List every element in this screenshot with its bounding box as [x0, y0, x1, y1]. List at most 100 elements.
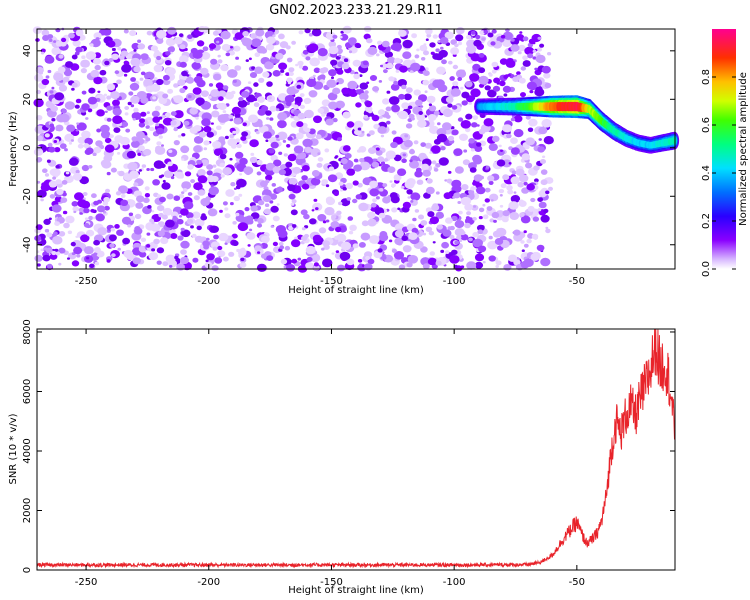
noise-blob	[372, 198, 377, 203]
noise-blob	[111, 47, 116, 52]
noise-blob	[73, 210, 77, 214]
noise-blob	[347, 80, 358, 90]
noise-blob	[454, 220, 465, 229]
noise-blob	[356, 43, 362, 49]
noise-blob	[106, 95, 112, 100]
noise-blob	[394, 57, 401, 64]
noise-blob	[359, 158, 365, 163]
noise-blob	[385, 106, 392, 112]
noise-blob	[283, 153, 288, 157]
noise-blob	[36, 135, 44, 142]
noise-blob	[44, 133, 50, 138]
noise-blob	[173, 95, 184, 104]
noise-blob	[518, 199, 524, 204]
noise-blob	[379, 188, 384, 192]
noise-blob	[127, 101, 132, 106]
noise-blob	[473, 174, 483, 182]
noise-blob	[52, 176, 56, 180]
noise-blob	[106, 171, 111, 176]
noise-blob	[331, 76, 334, 79]
noise-blob	[291, 239, 301, 248]
noise-blob	[312, 234, 322, 243]
noise-blob	[201, 90, 209, 97]
noise-blob	[367, 218, 377, 227]
noise-blob	[140, 237, 147, 242]
noise-blob	[135, 131, 145, 139]
noise-blob	[106, 117, 112, 122]
noise-blob	[402, 153, 407, 157]
noise-blob	[256, 263, 267, 272]
noise-blob	[435, 260, 442, 266]
noise-blob	[64, 101, 75, 110]
noise-blob	[325, 219, 330, 223]
noise-blob	[422, 70, 427, 74]
noise-blob	[338, 54, 342, 57]
noise-blob	[540, 159, 546, 164]
noise-blob	[96, 128, 101, 133]
noise-blob	[218, 96, 224, 101]
noise-blob	[484, 198, 490, 203]
noise-blob	[46, 159, 51, 163]
noise-blob	[93, 239, 100, 246]
noise-blob	[130, 95, 140, 104]
noise-blob	[522, 60, 531, 67]
noise-blob	[346, 168, 356, 176]
noise-blob	[432, 34, 438, 39]
noise-blob	[359, 161, 371, 171]
noise-blob	[205, 259, 209, 263]
noise-blob	[460, 86, 464, 90]
noise-blob	[547, 52, 552, 56]
noise-blob	[68, 32, 75, 39]
noise-blob	[457, 201, 462, 204]
noise-blob	[128, 212, 134, 217]
noise-blob	[427, 211, 435, 218]
noise-blob	[444, 31, 454, 40]
noise-blob	[411, 227, 419, 234]
noise-blob	[270, 141, 279, 149]
noise-blob	[183, 120, 190, 126]
noise-blob	[150, 223, 161, 232]
noise-blob	[146, 30, 153, 36]
noise-blob	[210, 89, 220, 97]
noise-blob	[302, 138, 313, 148]
noise-blob	[473, 156, 483, 165]
noise-blob	[76, 122, 80, 125]
noise-blob	[256, 45, 266, 54]
noise-blob	[313, 262, 319, 267]
noise-blob	[478, 83, 485, 88]
noise-blob	[179, 87, 186, 94]
noise-blob	[155, 127, 165, 135]
noise-blob	[348, 50, 353, 54]
noise-blob	[41, 78, 50, 86]
noise-blob	[532, 56, 537, 60]
noise-blob	[104, 205, 110, 211]
noise-blob	[65, 215, 75, 224]
noise-blob	[499, 58, 508, 65]
noise-blob	[104, 144, 115, 153]
noise-blob	[391, 42, 402, 52]
noise-blob	[85, 117, 89, 120]
noise-blob	[536, 244, 545, 252]
noise-blob	[335, 100, 346, 109]
noise-blob	[331, 252, 335, 255]
noise-blob	[491, 211, 500, 219]
noise-blob	[278, 169, 286, 176]
noise-blob	[418, 214, 424, 220]
noise-blob	[166, 193, 174, 200]
noise-blob	[426, 178, 433, 184]
noise-blob	[141, 164, 147, 168]
noise-blob	[438, 157, 449, 166]
noise-blob	[47, 142, 53, 147]
noise-blob	[151, 248, 156, 252]
noise-blob	[71, 201, 79, 207]
noise-blob	[418, 152, 427, 160]
noise-blob	[517, 44, 526, 52]
noise-blob	[523, 243, 529, 248]
noise-blob	[393, 154, 402, 162]
noise-blob	[196, 225, 202, 231]
noise-blob	[502, 174, 510, 181]
noise-blob	[79, 176, 89, 185]
noise-blob	[163, 170, 174, 179]
noise-blob	[241, 90, 250, 98]
noise-blob	[272, 166, 281, 174]
